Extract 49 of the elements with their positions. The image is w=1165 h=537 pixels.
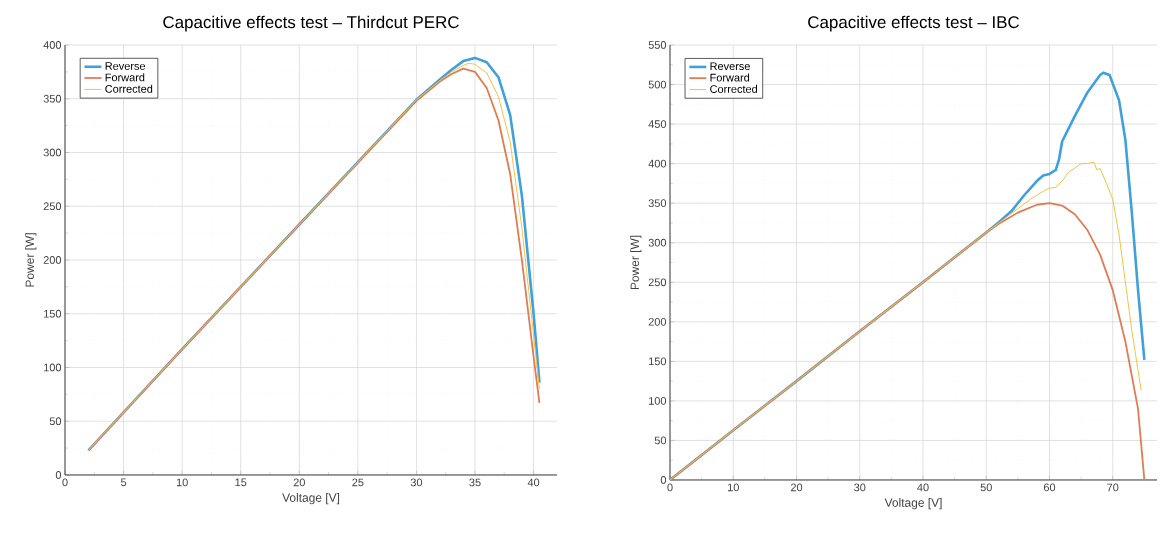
x-tick-label: 70: [1107, 483, 1119, 492]
legend-label: Reverse: [105, 62, 146, 70]
x-tick-label: 60: [1043, 483, 1056, 492]
legend-label: Forward: [105, 73, 145, 82]
y-tick-label: 300: [648, 238, 667, 247]
y-tick-label: 200: [648, 317, 667, 326]
y-tick-label: 150: [44, 309, 62, 318]
x-tick-label: 50: [980, 483, 992, 492]
legend-label: Corrected: [105, 84, 153, 93]
x-axis-title: Voltage [V]: [282, 493, 340, 505]
y-tick-label: 350: [648, 199, 667, 208]
x-tick-label: 30: [854, 483, 866, 492]
x-tick-label: 30: [410, 478, 423, 487]
y-tick-label: 0: [55, 471, 62, 479]
y-tick-label: 250: [648, 278, 667, 287]
x-axis-title: Voltage [V]: [884, 498, 942, 510]
y-tick-label: 50: [654, 436, 667, 445]
y-tick-label: 300: [43, 148, 62, 157]
x-tick-label: 0: [667, 483, 673, 492]
x-tick-label: 40: [527, 478, 540, 487]
x-tick-label: 10: [176, 478, 188, 487]
x-tick-label: 20: [293, 478, 305, 487]
y-tick-label: 200: [43, 256, 62, 264]
y-tick-label: 500: [648, 80, 667, 89]
x-tick-label: 25: [352, 478, 364, 487]
x-tick-label: 35: [469, 478, 481, 487]
y-tick-label: 350: [43, 94, 62, 103]
legend-label: Reverse: [710, 62, 750, 71]
y-tick-label: 50: [49, 417, 62, 426]
x-tick-label: 40: [917, 483, 929, 492]
x-tick-label: 0: [62, 478, 68, 487]
chart-title: Capacitive effects test – Thirdcut PERC: [163, 15, 459, 32]
x-tick-label: 10: [727, 483, 739, 492]
x-tick-label: 5: [120, 478, 127, 487]
legend-label: Corrected: [710, 84, 758, 93]
y-tick-label: 400: [648, 159, 667, 168]
y-tick-label: 550: [648, 41, 667, 49]
y-tick-label: 100: [649, 397, 667, 405]
x-tick-label: 20: [790, 483, 803, 492]
legend-label: Forward: [710, 73, 750, 82]
y-tick-label: 400: [43, 41, 62, 49]
y-tick-label: 250: [43, 202, 62, 211]
x-tick-label: 15: [235, 478, 247, 487]
y-tick-label: 150: [649, 357, 667, 366]
y-tick-label: 100: [44, 363, 62, 372]
y-axis-title: Power [W]: [630, 235, 642, 290]
y-tick-label: 450: [648, 120, 667, 128]
y-axis-title: Power [W]: [25, 233, 37, 287]
chart-title: Capacitive effects test – IBC: [808, 15, 1020, 32]
